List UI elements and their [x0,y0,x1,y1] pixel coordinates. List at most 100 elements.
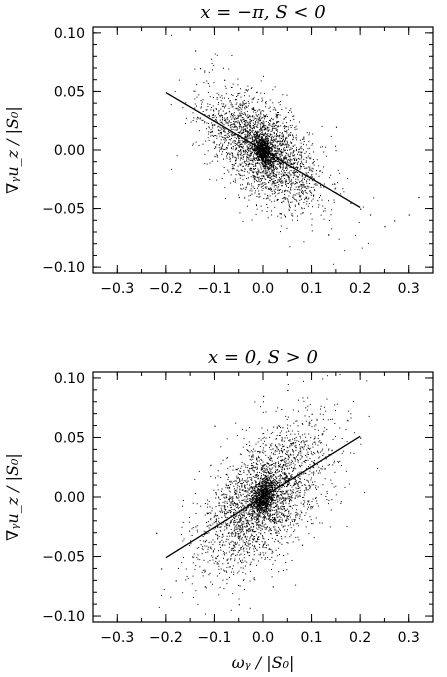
data-point [269,164,271,166]
data-point [262,152,264,154]
data-point [298,202,300,204]
data-point [257,176,258,178]
data-point [299,478,301,480]
data-point [267,144,269,146]
data-point [283,500,285,502]
data-point [256,501,258,503]
data-point [245,136,247,138]
data-point [214,115,216,117]
data-point [251,108,253,110]
data-point [319,470,320,472]
data-point [283,156,285,158]
data-point [270,158,272,160]
data-point [310,519,312,521]
data-point [258,525,260,527]
data-point [333,486,335,488]
data-point [286,174,288,176]
data-point [333,201,335,203]
data-point [265,128,267,130]
data-point [294,127,296,128]
data-point [249,118,251,120]
data-point [261,131,263,133]
data-point [229,158,231,160]
data-point [261,451,263,453]
data-point [282,172,284,174]
data-point [240,527,242,529]
data-point [276,483,277,485]
data-point [290,143,292,144]
data-point [240,130,242,132]
data-point [252,146,254,148]
data-point [256,133,257,135]
data-point [261,129,263,131]
data-point [263,497,265,499]
data-point [275,129,277,131]
data-point [249,145,251,147]
data-point [236,143,238,145]
data-point [282,137,284,139]
data-point [321,522,323,524]
data-point [241,143,243,145]
data-point [294,163,295,165]
data-point [283,555,285,556]
data-point [262,133,264,135]
data-point [268,498,270,500]
data-point [247,164,249,165]
data-point [258,114,260,116]
data-point [268,147,269,149]
data-point [257,502,259,504]
data-point [250,141,252,143]
data-point [336,403,338,405]
data-point [249,169,251,171]
data-point [232,106,234,108]
data-point [237,120,239,122]
data-point [269,147,271,149]
data-point [275,549,277,551]
data-point [269,480,271,482]
data-point [234,531,236,533]
data-point [257,160,259,162]
data-point [323,218,325,220]
data-point [272,124,274,126]
data-point [244,123,246,125]
data-point [213,528,215,530]
data-point [245,102,247,104]
data-point [267,142,269,144]
data-point [273,162,275,164]
data-point [313,183,315,185]
data-point [231,154,233,156]
data-point [231,540,233,542]
data-point [270,142,272,144]
data-point [248,472,250,474]
data-point [312,195,314,196]
data-point [276,470,278,472]
data-point [239,112,241,114]
data-point [281,152,283,154]
data-point [264,142,266,143]
data-point [287,481,289,483]
data-point [283,166,285,168]
data-point [256,493,258,494]
data-point [270,509,271,511]
data-point [350,413,352,415]
data-point [267,153,269,155]
data-point [254,506,256,508]
data-point [261,140,263,142]
data-point [286,129,288,131]
data-point [271,210,272,212]
data-point [223,117,225,119]
data-point [278,443,280,445]
data-point [283,197,285,199]
data-point [255,149,257,151]
data-point [261,180,262,182]
data-point [253,143,255,145]
data-point [248,148,250,150]
data-point [270,158,271,160]
data-point [229,153,231,155]
data-point [249,163,251,165]
data-point [280,151,282,153]
data-point [226,152,227,153]
y-tick-label: 0.05 [54,84,85,100]
data-point [270,509,272,511]
data-point [307,148,309,150]
